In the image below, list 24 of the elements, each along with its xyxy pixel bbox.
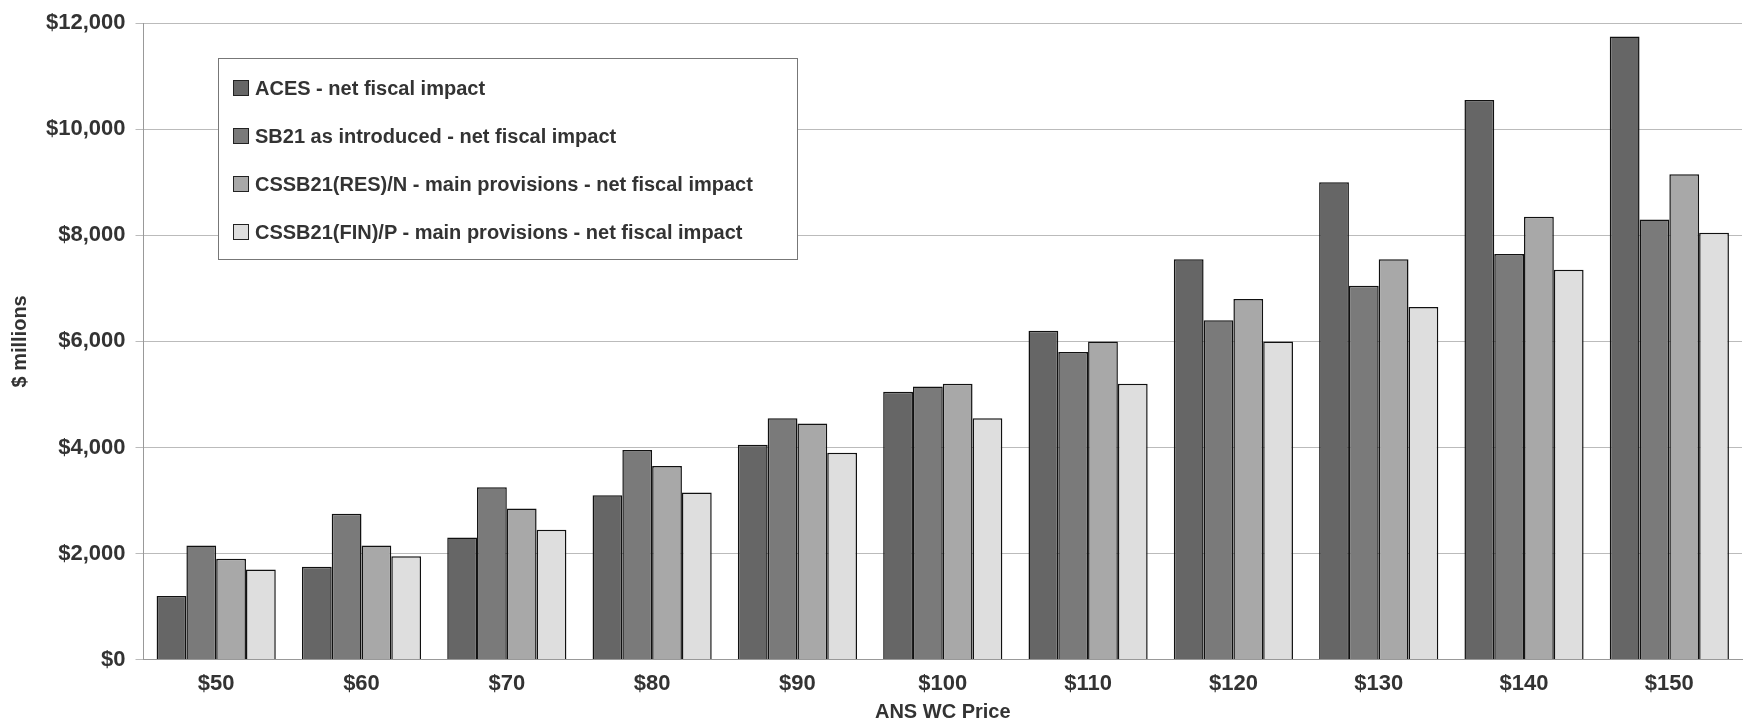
x-tick-label: $70 bbox=[488, 669, 526, 695]
y-tick-label: $0 bbox=[101, 645, 126, 671]
x-tick-label: $150 bbox=[1644, 669, 1694, 695]
y-tick-label: $12,000 bbox=[45, 9, 126, 35]
x-axis-title: ANS WC Price bbox=[874, 699, 1011, 722]
legend-label: ACES - net fiscal impact bbox=[255, 76, 486, 101]
x-tick-label: $60 bbox=[343, 669, 380, 695]
x-tick-label: $50 bbox=[197, 669, 235, 695]
y-tick-label: $4,000 bbox=[58, 433, 126, 459]
legend-label: SB21 as introduced - net fiscal impact bbox=[255, 124, 617, 149]
x-tick-label: $110 bbox=[1064, 669, 1112, 695]
x-tick-label: $120 bbox=[1208, 669, 1258, 695]
x-tick-label: $100 bbox=[918, 669, 968, 695]
y-tick-label: $10,000 bbox=[45, 115, 126, 141]
y-tick-label: $2,000 bbox=[58, 539, 126, 565]
x-tick-label: $140 bbox=[1499, 669, 1549, 695]
x-tick-label: $130 bbox=[1354, 669, 1404, 695]
y-tick-label: $6,000 bbox=[58, 327, 126, 353]
y-axis-title: $ millions bbox=[7, 295, 30, 388]
x-tick-label: $80 bbox=[633, 669, 671, 695]
legend-label: CSSB21(RES)/N - main provisions - net fiscal impact bbox=[255, 172, 753, 197]
legend-label: CSSB21(FIN)/P - main provisions - net fiscal impact bbox=[255, 220, 743, 245]
x-tick-label: $90 bbox=[779, 669, 816, 695]
y-tick-label: $8,000 bbox=[58, 221, 126, 247]
